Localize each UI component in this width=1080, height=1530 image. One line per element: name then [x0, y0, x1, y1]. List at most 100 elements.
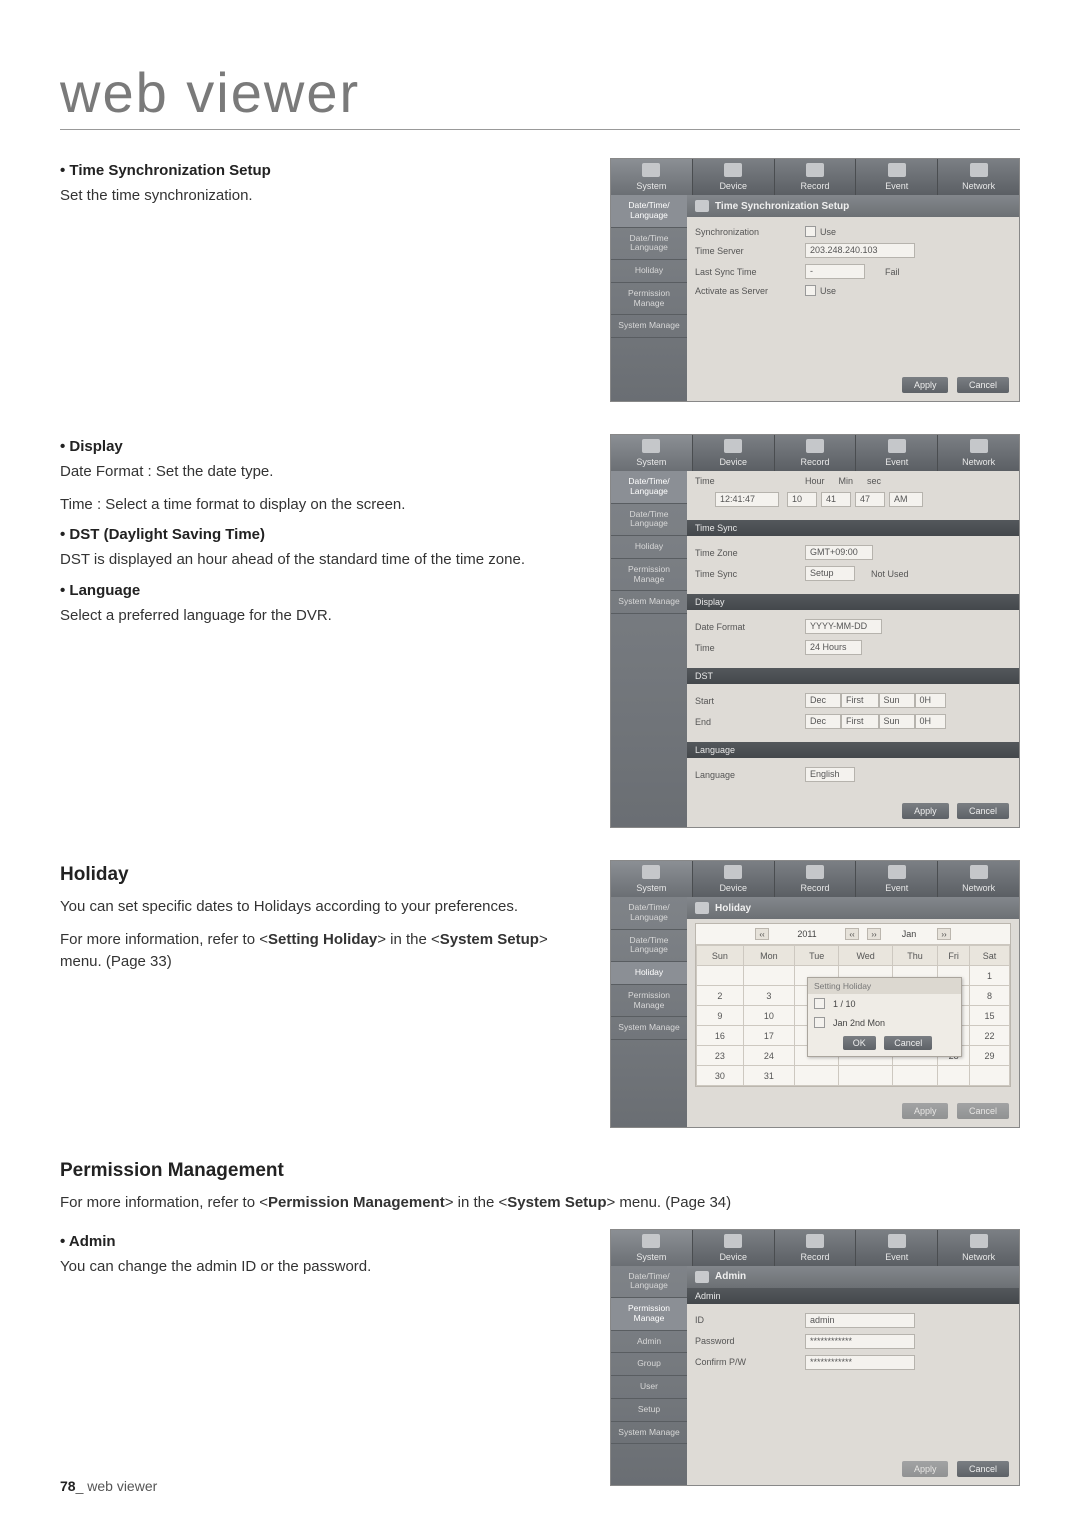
cal-cell[interactable]: 30: [697, 1066, 744, 1086]
cal-month-next[interactable]: ››: [867, 928, 881, 940]
cal-cell[interactable]: [697, 966, 744, 986]
sel-st-m[interactable]: Dec: [805, 693, 841, 708]
cal-cell[interactable]: 31: [743, 1066, 794, 1086]
tab-record[interactable]: Record: [775, 861, 857, 897]
tab-system[interactable]: System: [611, 435, 693, 471]
input-timeserver[interactable]: 203.248.240.103: [805, 243, 915, 258]
tab-record[interactable]: Record: [775, 1230, 857, 1266]
sel-st-h[interactable]: 0H: [915, 693, 947, 708]
in-datetimeval[interactable]: 12:41:47: [715, 492, 779, 507]
tab-record[interactable]: Record: [775, 159, 857, 195]
side-user[interactable]: User: [611, 1376, 687, 1399]
cal-cell[interactable]: 8: [969, 986, 1009, 1006]
cal-cell[interactable]: 22: [969, 1026, 1009, 1046]
tab-device[interactable]: Device: [693, 1230, 775, 1266]
tab-network[interactable]: Network: [938, 1230, 1019, 1266]
side-dtlang[interactable]: Date/Time Language: [611, 228, 687, 261]
tab-system[interactable]: System: [611, 861, 693, 897]
cal-cell[interactable]: 23: [697, 1046, 744, 1066]
input-cpw[interactable]: ************: [805, 1355, 915, 1370]
side-sysmanage[interactable]: System Manage: [611, 315, 687, 338]
side-datetime[interactable]: Date/Time/ Language: [611, 471, 687, 504]
cal-cell[interactable]: 16: [697, 1026, 744, 1046]
side-datetime[interactable]: Date/Time/ Language: [611, 897, 687, 930]
side-setup[interactable]: Setup: [611, 1399, 687, 1422]
side-perm[interactable]: Permission Manage: [611, 985, 687, 1018]
sel-tfmt[interactable]: 24 Hours: [805, 640, 862, 655]
tab-network[interactable]: Network: [938, 159, 1019, 195]
btn-cancel-p2[interactable]: Cancel: [957, 803, 1009, 819]
sel-en-d[interactable]: Sun: [879, 714, 915, 729]
tab-device[interactable]: Device: [693, 435, 775, 471]
side-sysmanage[interactable]: System Manage: [611, 1422, 687, 1445]
sel-df[interactable]: YYYY-MM-DD: [805, 619, 882, 634]
side-dtlang[interactable]: Date/Time Language: [611, 930, 687, 963]
sel-en-m[interactable]: Dec: [805, 714, 841, 729]
tab-system[interactable]: System: [611, 159, 693, 195]
cal-cell[interactable]: [794, 1066, 839, 1086]
cal-month-prev[interactable]: ‹‹: [845, 928, 859, 940]
cal-cell[interactable]: 15: [969, 1006, 1009, 1026]
sel-tz[interactable]: GMT+09:00: [805, 545, 873, 560]
sel-st-d[interactable]: Sun: [879, 693, 915, 708]
sel-m[interactable]: 41: [821, 492, 851, 507]
tab-system[interactable]: System: [611, 1230, 693, 1266]
btn-apply-p2[interactable]: Apply: [902, 803, 949, 819]
cal-year-next[interactable]: ››: [937, 928, 951, 940]
cal-cell[interactable]: 10: [743, 1006, 794, 1026]
side-sysmanage[interactable]: System Manage: [611, 1017, 687, 1040]
tab-event[interactable]: Event: [856, 861, 938, 897]
cal-cell[interactable]: [938, 1066, 970, 1086]
side-admin[interactable]: Admin: [611, 1331, 687, 1354]
btn-apply-p1[interactable]: Apply: [902, 377, 949, 393]
input-id[interactable]: admin: [805, 1313, 915, 1328]
chk-sync[interactable]: [805, 226, 816, 237]
btn-apply-p4[interactable]: Apply: [902, 1461, 949, 1477]
btn-cancel-p3[interactable]: Cancel: [957, 1103, 1009, 1119]
tab-network[interactable]: Network: [938, 861, 1019, 897]
tab-record[interactable]: Record: [775, 435, 857, 471]
side-datetime[interactable]: Date/Time/ Language: [611, 1266, 687, 1299]
btn-apply-p3[interactable]: Apply: [902, 1103, 949, 1119]
cal-year-prev[interactable]: ‹‹: [755, 928, 769, 940]
sel-st-w[interactable]: First: [841, 693, 879, 708]
popup-cancel[interactable]: Cancel: [884, 1036, 932, 1050]
cal-cell[interactable]: 9: [697, 1006, 744, 1026]
cal-cell[interactable]: 24: [743, 1046, 794, 1066]
side-group[interactable]: Group: [611, 1353, 687, 1376]
cal-cell[interactable]: 17: [743, 1026, 794, 1046]
tab-device[interactable]: Device: [693, 159, 775, 195]
btn-ts-setup[interactable]: Setup: [805, 566, 855, 581]
sel-s[interactable]: 47: [855, 492, 885, 507]
side-datetime[interactable]: Date/Time/ Language: [611, 195, 687, 228]
side-perm[interactable]: Permission Manage: [611, 283, 687, 316]
chk-actserver[interactable]: [805, 285, 816, 296]
side-holiday[interactable]: Holiday: [611, 260, 687, 283]
popup-chk1[interactable]: [814, 998, 825, 1009]
tab-network[interactable]: Network: [938, 435, 1019, 471]
cal-cell[interactable]: 29: [969, 1046, 1009, 1066]
side-perm[interactable]: Permission Manage: [611, 559, 687, 592]
side-holiday[interactable]: Holiday: [611, 536, 687, 559]
side-perm[interactable]: Permission Manage: [611, 1298, 687, 1331]
sel-en-w[interactable]: First: [841, 714, 879, 729]
tab-device[interactable]: Device: [693, 861, 775, 897]
tab-event[interactable]: Event: [856, 1230, 938, 1266]
cal-cell[interactable]: [969, 1066, 1009, 1086]
cal-cell[interactable]: [892, 1066, 938, 1086]
cal-cell[interactable]: 2: [697, 986, 744, 1006]
btn-cancel-p4[interactable]: Cancel: [957, 1461, 1009, 1477]
tab-event[interactable]: Event: [856, 435, 938, 471]
side-sysmanage[interactable]: System Manage: [611, 591, 687, 614]
sel-en-h[interactable]: 0H: [915, 714, 947, 729]
cal-cell[interactable]: 3: [743, 986, 794, 1006]
popup-ok[interactable]: OK: [843, 1036, 876, 1050]
input-pw[interactable]: ************: [805, 1334, 915, 1349]
side-holiday[interactable]: Holiday: [611, 962, 687, 985]
tab-event[interactable]: Event: [856, 159, 938, 195]
btn-cancel-p1[interactable]: Cancel: [957, 377, 1009, 393]
cal-cell[interactable]: 1: [969, 966, 1009, 986]
side-dtlang[interactable]: Date/Time Language: [611, 504, 687, 537]
sel-lang[interactable]: English: [805, 767, 855, 782]
cal-cell[interactable]: [743, 966, 794, 986]
